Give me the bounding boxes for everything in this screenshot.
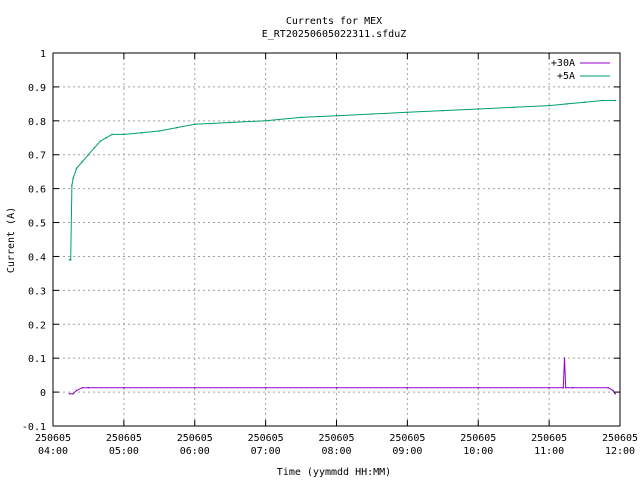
- chart-subtitle: E_RT20250605022311.sfduZ: [262, 29, 407, 40]
- grid: [53, 53, 620, 426]
- y-tick-label: -0.1: [22, 422, 46, 433]
- data-point: [194, 386, 196, 389]
- data-point: [335, 114, 338, 117]
- series-layer: [68, 99, 617, 395]
- y-tick-label: 0.5: [28, 219, 46, 230]
- data-point: [572, 386, 574, 389]
- x-tick-label-date: 250605: [602, 433, 638, 444]
- data-point: [512, 106, 515, 109]
- data-point: [68, 259, 71, 261]
- data-point: [123, 386, 125, 389]
- data-point: [140, 131, 143, 134]
- x-tick-label-time: 06:00: [180, 446, 210, 457]
- data-point: [69, 259, 72, 261]
- data-point: [111, 133, 113, 136]
- x-tick-label-time: 09:00: [392, 446, 422, 457]
- data-point: [614, 99, 617, 102]
- x-tick-label-date: 250605: [460, 433, 496, 444]
- legend: +30A +5A: [551, 58, 610, 82]
- y-tick-label: 0.1: [28, 354, 46, 365]
- data-point: [229, 121, 231, 124]
- y-tick-label: 0.8: [28, 117, 46, 128]
- y-tick-label: 0.9: [28, 83, 46, 94]
- data-point: [562, 386, 565, 389]
- data-point: [612, 389, 614, 392]
- data-point: [601, 99, 604, 102]
- x-axis: 250605 04:00 250605 05:00 250605 06:00 250605 0…: [35, 53, 638, 457]
- y-tick-label: 0.3: [28, 286, 46, 297]
- data-point: [583, 101, 586, 103]
- series-line-30a: [69, 358, 616, 395]
- data-point: [99, 140, 102, 142]
- x-tick-label-date: 250605: [318, 433, 354, 444]
- x-tick-label-date: 250605: [106, 433, 142, 444]
- y-axis-label: Current (A): [6, 207, 17, 273]
- data-point: [264, 120, 267, 122]
- data-point: [406, 111, 409, 114]
- data-point: [564, 386, 567, 389]
- data-point: [75, 389, 78, 392]
- data-point: [71, 184, 73, 186]
- data-point: [548, 386, 550, 389]
- data-point: [81, 386, 84, 389]
- legend-label-5a: +5A: [557, 71, 575, 82]
- data-point: [477, 386, 480, 389]
- y-axis: -0.1 0 0.1 0.2 0.3 0.4 0.5 0.6 0.7 0.8 0.9 1: [22, 49, 620, 433]
- y-tick-label: 1: [40, 49, 46, 60]
- data-point: [300, 116, 302, 119]
- legend-label-30a: +30A: [551, 58, 575, 69]
- x-tick-label-time: 04:00: [38, 446, 68, 457]
- x-tick-label-date: 250605: [35, 433, 71, 444]
- data-point: [87, 386, 90, 389]
- x-tick-label-time: 11:00: [534, 446, 564, 457]
- data-point: [75, 167, 78, 170]
- data-point: [158, 130, 161, 132]
- data-point: [566, 103, 568, 105]
- x-tick-label-time: 05:00: [109, 446, 139, 457]
- data-point: [81, 160, 84, 163]
- data-point: [72, 393, 74, 395]
- data-point: [123, 133, 125, 136]
- x-tick-label-date: 250605: [531, 433, 567, 444]
- x-tick-label-time: 12:00: [605, 446, 635, 457]
- data-point: [607, 386, 609, 389]
- data-point: [614, 393, 617, 395]
- data-point: [442, 109, 444, 112]
- x-axis-label: Time (yymmdd HH:MM): [277, 467, 391, 478]
- data-point: [406, 386, 409, 389]
- y-tick-label: 0.4: [28, 252, 46, 263]
- x-tick-label-date: 250605: [389, 433, 425, 444]
- series-line-5a: [69, 100, 616, 261]
- data-point: [87, 153, 90, 156]
- data-point: [93, 147, 96, 149]
- data-point: [477, 108, 480, 110]
- y-tick-label: 0.7: [28, 151, 46, 162]
- x-tick-label-date: 250605: [177, 433, 213, 444]
- y-tick-label: 0.6: [28, 185, 46, 196]
- data-point: [105, 137, 107, 139]
- y-tick-label: 0: [40, 388, 46, 399]
- chart-title: Currents for MEX: [286, 16, 382, 27]
- data-point: [335, 386, 338, 389]
- x-tick-label-date: 250605: [248, 433, 284, 444]
- x-tick-label-time: 07:00: [251, 446, 281, 457]
- data-point: [194, 123, 196, 125]
- data-point: [563, 357, 566, 360]
- data-point: [68, 393, 71, 395]
- data-point: [371, 113, 373, 115]
- data-point: [176, 126, 178, 129]
- y-tick-label: 0.2: [28, 320, 46, 331]
- x-tick-label-time: 10:00: [463, 446, 493, 457]
- data-point: [72, 177, 74, 180]
- data-point: [264, 386, 267, 389]
- data-point: [548, 104, 550, 107]
- x-tick-label-time: 08:00: [321, 446, 351, 457]
